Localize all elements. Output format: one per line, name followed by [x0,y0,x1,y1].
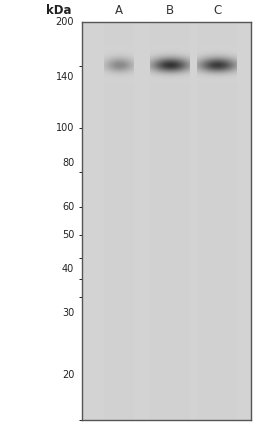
Text: 50: 50 [62,230,74,239]
Bar [150,22,190,420]
Bar [197,22,237,420]
Text: 100: 100 [56,123,74,133]
Bar [104,22,134,420]
Text: kDa: kDa [46,4,72,17]
Text: 80: 80 [62,157,74,167]
Text: 30: 30 [62,308,74,318]
Text: 20: 20 [62,370,74,380]
Text: A: A [115,4,123,17]
Text: 140: 140 [56,72,74,82]
Text: B: B [166,4,174,17]
Text: 40: 40 [62,264,74,274]
Text: C: C [213,4,221,17]
Text: 200: 200 [56,17,74,27]
Text: 60: 60 [62,202,74,212]
